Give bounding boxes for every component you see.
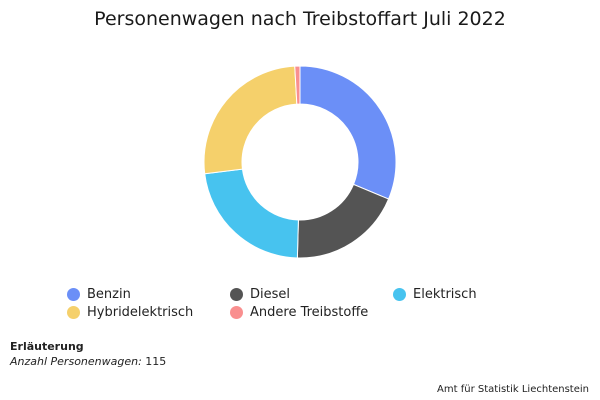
legend-item-elektrisch[interactable]: Elektrisch <box>393 287 477 302</box>
source-credit: Amt für Statistik Liechtenstein <box>437 384 589 395</box>
donut-slice-benzin[interactable] <box>299 65 397 200</box>
donut-slice-diesel[interactable] <box>296 183 390 259</box>
legend-item-benzin[interactable]: Benzin <box>67 287 131 302</box>
legend-swatch-andere-treibstoffe <box>230 306 243 319</box>
donut-slice-hybridelektrisch[interactable] <box>203 65 298 175</box>
legend-item-andere-treibstoffe[interactable]: Andere Treibstoffe <box>230 305 368 320</box>
note-line: Anzahl Personenwagen: 115 <box>10 355 166 368</box>
legend-swatch-hybridelektrisch <box>67 306 80 319</box>
legend-label-elektrisch: Elektrisch <box>413 287 477 302</box>
legend-item-diesel[interactable]: Diesel <box>230 287 290 302</box>
note-label: Anzahl Personenwagen: <box>10 355 142 368</box>
donut-slice-elektrisch[interactable] <box>204 168 299 259</box>
chart-title: Personenwagen nach Treibstoffart Juli 20… <box>94 8 506 30</box>
donut-slice-andere-treibstoffe[interactable] <box>294 65 301 105</box>
note-value: 115 <box>145 355 167 368</box>
legend-item-hybridelektrisch[interactable]: Hybridelektrisch <box>67 305 193 320</box>
legend: Benzin Diesel Elektrisch Hybridelektrisc… <box>0 285 600 325</box>
note-title: Erläuterung <box>10 340 84 353</box>
donut-chart <box>203 65 397 259</box>
legend-swatch-elektrisch <box>393 288 406 301</box>
legend-swatch-benzin <box>67 288 80 301</box>
legend-label-diesel: Diesel <box>250 287 291 302</box>
legend-label-andere-treibstoffe: Andere Treibstoffe <box>250 305 369 320</box>
legend-swatch-diesel <box>230 288 243 301</box>
legend-label-benzin: Benzin <box>87 287 131 302</box>
legend-label-hybridelektrisch: Hybridelektrisch <box>87 305 194 320</box>
